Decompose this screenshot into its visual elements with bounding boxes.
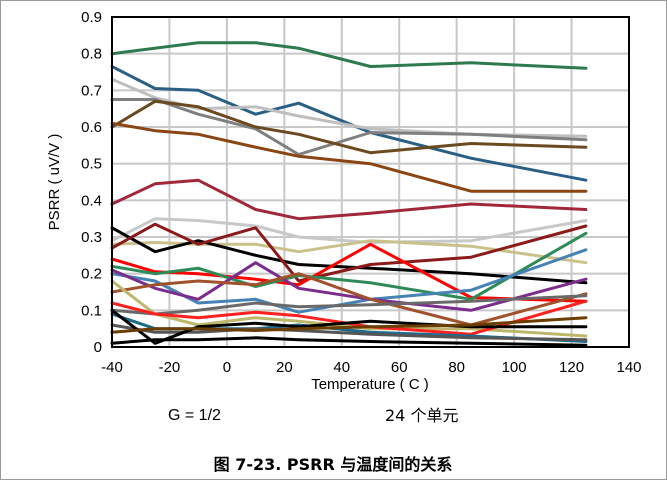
- series-line-2: [110, 65, 588, 182]
- series-line-13: [110, 231, 588, 301]
- figure-caption: 图 7-23. PSRR 与温度间的关系: [214, 455, 453, 474]
- y-tick-label: 0.5: [81, 156, 102, 173]
- y-tick-label: 0.1: [81, 302, 102, 319]
- y-tick-label: 0.2: [81, 266, 102, 283]
- series-line-19: [110, 299, 588, 336]
- series-line-11: [110, 222, 588, 283]
- y-tick-label: 0.7: [81, 82, 102, 99]
- units-annotation: 24 个单元: [385, 406, 458, 425]
- y-tick-label: 0.3: [81, 229, 102, 246]
- x-tick-label: 80: [448, 359, 465, 376]
- series-line-24: [110, 316, 588, 334]
- series-line-16: [110, 272, 588, 327]
- x-tick-label: 120: [559, 359, 584, 376]
- series-line-10: [110, 226, 588, 285]
- y-tick-label: 0.9: [81, 9, 102, 26]
- series-line-15: [110, 261, 588, 312]
- series-line-9: [110, 239, 588, 265]
- y-axis-ticks: 0 0.1 0.2 0.3 0.4 0.5 0.6 0.7 0.8 0.9: [81, 9, 102, 356]
- plot-border: [111, 16, 630, 348]
- y-tick-label: 0.6: [81, 119, 102, 136]
- y-tick-label: 0: [94, 339, 102, 356]
- gain-annotation: G = 1/2: [168, 407, 221, 424]
- x-tick-label: 40: [333, 359, 350, 376]
- series-line-23: [110, 336, 588, 347]
- x-tick-label: 60: [391, 359, 408, 376]
- x-tick-label: -40: [101, 359, 123, 376]
- x-axis-ticks: -40 -20 0 20 40 60 80 100 120 140: [101, 359, 641, 376]
- series-line-6: [110, 121, 588, 193]
- x-tick-label: -20: [159, 359, 181, 376]
- series-line-7: [110, 178, 588, 221]
- series-line-8: [110, 217, 588, 244]
- y-axis-label: PSRR ( uV/V ): [46, 134, 63, 231]
- y-tick-label: 0.4: [81, 192, 102, 209]
- x-axis-label: Temperature ( C ): [311, 376, 429, 393]
- series-layer: [110, 41, 588, 347]
- x-tick-label: 20: [276, 359, 293, 376]
- x-tick-label: 100: [502, 359, 527, 376]
- y-tick-label: 0.8: [81, 46, 102, 63]
- x-tick-label: 140: [616, 359, 641, 376]
- series-line-5: [110, 99, 588, 155]
- x-tick-label: 0: [223, 359, 231, 376]
- series-line-1: [110, 41, 588, 70]
